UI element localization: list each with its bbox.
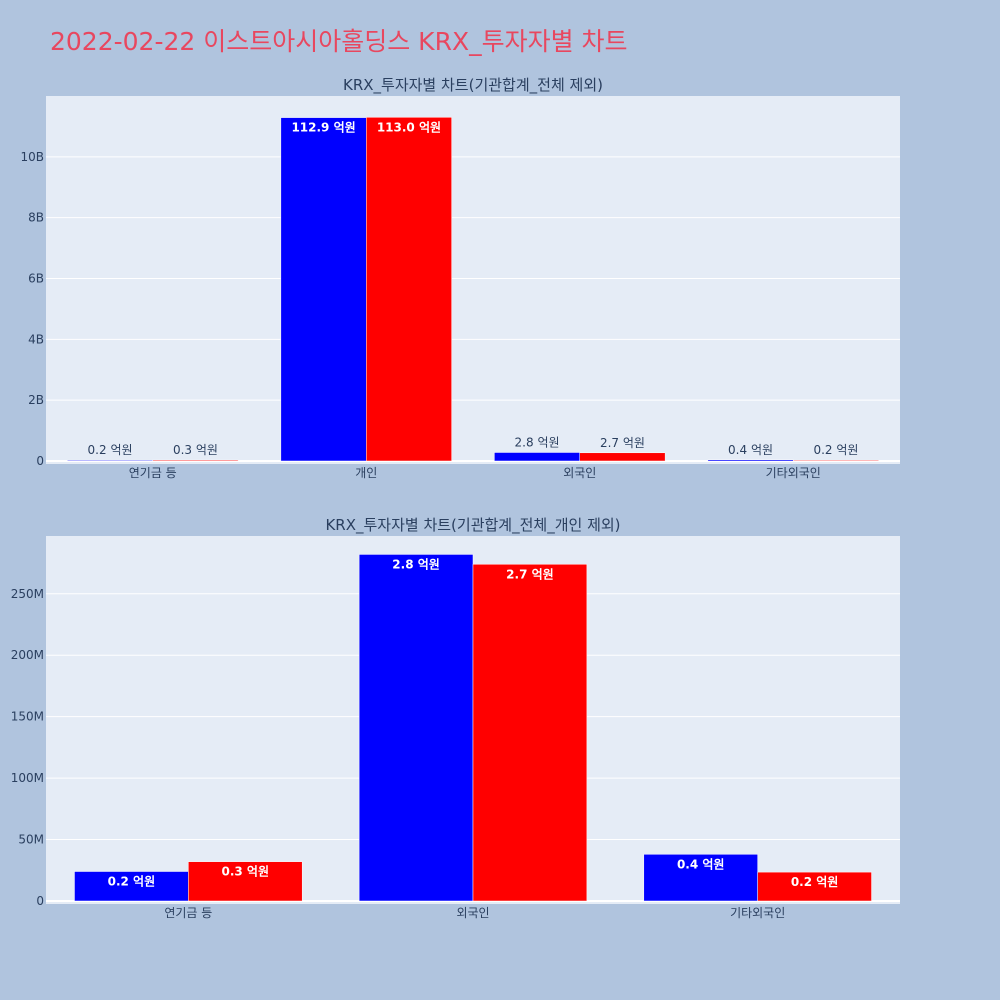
x-tick-label: 외국인 <box>456 906 489 920</box>
page-title: 2022-02-22 이스트아시아홀딩스 KRX_투자자별 차트 <box>50 27 628 56</box>
bar-label: 2.7 억원 <box>600 436 645 450</box>
bar <box>793 459 879 462</box>
x-tick-label: 기타외국인 <box>766 466 821 480</box>
bar-label: 112.9 억원 <box>291 121 355 135</box>
chart-bottom: KRX_투자자별 차트(기관합계_전체_개인 제외) 0 50M 100M 150M 20… <box>11 516 900 920</box>
x-tick-label: 기타외국인 <box>730 906 785 920</box>
y-tick-label: 0 <box>36 894 44 908</box>
x-tick-label: 연기금 등 <box>129 466 177 480</box>
y-tick-label: 0 <box>36 454 44 468</box>
bar <box>472 564 588 902</box>
bar-label: 0.2 억원 <box>791 875 839 889</box>
bar <box>188 861 303 902</box>
bar <box>358 554 474 902</box>
y-tick-label: 250M <box>11 587 44 601</box>
plot-area <box>46 96 900 464</box>
bar <box>67 459 153 462</box>
bar-label: 0.4 억원 <box>728 443 773 457</box>
bar <box>643 854 758 902</box>
bar <box>757 871 872 902</box>
chart-subtitle: KRX_투자자별 차트(기관합계_전체_개인 제외) <box>325 516 620 535</box>
y-tick-label: 50M <box>18 833 44 847</box>
x-tick-label: 연기금 등 <box>164 906 212 920</box>
y-tick-label: 4B <box>28 332 44 346</box>
y-tick-label: 8B <box>28 211 44 225</box>
bar-label: 2.8 억원 <box>515 435 560 449</box>
bar <box>494 452 581 462</box>
y-tick-label: 6B <box>28 272 44 286</box>
y-tick-label: 2B <box>28 393 44 407</box>
bar <box>579 452 666 462</box>
chart-top: KRX_투자자별 차트(기관합계_전체 제외) 0 2B 4B 6B 8B 10B 연기금 등… <box>20 76 900 480</box>
bar-label: 2.7 억원 <box>506 567 554 581</box>
bar <box>74 871 189 902</box>
bar-label: 0.2 억원 <box>108 875 156 889</box>
bar-label: 0.4 억원 <box>677 857 725 871</box>
y-tick-label: 10B <box>20 150 44 164</box>
chart-subtitle: KRX_투자자별 차트(기관합계_전체 제외) <box>343 76 603 95</box>
x-tick-label: 외국인 <box>563 466 596 480</box>
y-tick-label: 200M <box>11 648 44 662</box>
bar-label: 0.3 억원 <box>222 865 270 879</box>
bar <box>707 459 794 462</box>
bar <box>280 117 367 462</box>
bar-label: 0.2 억원 <box>88 443 133 457</box>
bar-label: 2.8 억원 <box>392 557 440 571</box>
bar-label: 0.2 억원 <box>813 443 858 457</box>
y-tick-label: 100M <box>11 771 44 785</box>
bar <box>366 117 452 462</box>
bar-label: 113.0 억원 <box>377 120 441 134</box>
y-tick-label: 150M <box>11 710 44 724</box>
bar-label: 0.3 억원 <box>173 443 218 457</box>
bar <box>152 459 239 462</box>
x-tick-label: 개인 <box>355 466 377 480</box>
